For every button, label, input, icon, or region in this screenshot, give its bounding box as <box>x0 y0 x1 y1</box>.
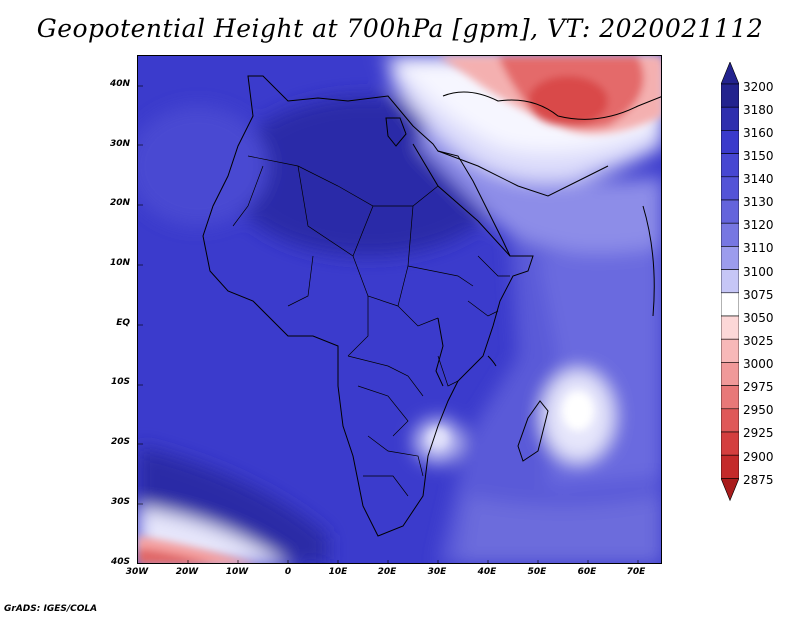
colorbar-label-2875: 2875 <box>743 473 774 487</box>
lon-label-70e: 70E <box>626 567 646 577</box>
colorbar-top-arrow <box>721 62 739 85</box>
lat-label-10s: 10S <box>110 377 130 387</box>
colorbar <box>721 62 739 502</box>
colorbar-cell <box>721 83 739 108</box>
lon-label-0: 0 <box>284 567 292 577</box>
country-borders <box>232 155 510 497</box>
colorbar-cells <box>721 62 739 502</box>
colorbar-cell <box>721 315 739 340</box>
graticule-ticks <box>138 85 639 563</box>
colorbar-label-3110: 3110 <box>743 241 774 255</box>
lat-label-30s: 30S <box>110 497 130 507</box>
lon-label-20w: 20W <box>175 567 199 577</box>
colorbar-label-3120: 3120 <box>743 218 774 232</box>
lon-label-20e: 20E <box>377 567 397 577</box>
colorbar-cell <box>721 153 739 178</box>
colorbar-cell <box>721 292 739 317</box>
lon-label-10w: 10W <box>225 567 249 577</box>
lon-label-60e: 60E <box>577 567 597 577</box>
colorbar-label-3025: 3025 <box>743 334 774 348</box>
colorbar-cell <box>721 246 739 270</box>
colorbar-cell <box>721 176 739 201</box>
colorbar-cell <box>721 130 739 154</box>
colorbar-label-3160: 3160 <box>743 126 774 140</box>
lat-label-10n: 10N <box>109 258 130 268</box>
colorbar-cell <box>721 431 739 456</box>
colorbar-label-3150: 3150 <box>743 149 774 163</box>
lat-label-20s: 20S <box>110 437 130 447</box>
colorbar-cell <box>721 362 739 386</box>
colorbar-cell <box>721 106 739 131</box>
colorbar-label-3000: 3000 <box>743 357 774 371</box>
chart-title: Geopotential Height at 700hPa [gpm], VT:… <box>36 14 764 43</box>
footer-credit: GrADS: IGES/COLA <box>4 604 98 614</box>
field-red-areas <box>138 56 661 563</box>
map-panel <box>137 55 662 564</box>
lon-label-30e: 30E <box>427 567 447 577</box>
lat-label-eq: EQ <box>116 318 130 328</box>
colorbar-cell <box>721 454 739 479</box>
colorbar-label-2900: 2900 <box>743 450 774 464</box>
colorbar-bottom-arrow <box>721 478 739 502</box>
lat-label-30n: 30N <box>109 139 130 149</box>
colorbar-cell <box>721 199 739 224</box>
lat-label-40s: 40S <box>110 557 130 567</box>
colorbar-label-3130: 3130 <box>743 195 774 209</box>
colorbar-cell <box>721 269 739 294</box>
colorbar-label-3140: 3140 <box>743 172 774 186</box>
colorbar-cell <box>721 222 739 247</box>
lat-label-40n: 40N <box>109 79 130 89</box>
colorbar-label-3075: 3075 <box>743 288 774 302</box>
colorbar-cell <box>721 385 739 410</box>
colorbar-cell <box>721 408 739 433</box>
lon-label-50e: 50E <box>527 567 547 577</box>
colorbar-label-2950: 2950 <box>743 403 774 417</box>
colorbar-label-3180: 3180 <box>743 103 774 117</box>
colorbar-label-2975: 2975 <box>743 380 774 394</box>
coastlines <box>202 75 661 537</box>
lon-label-10e: 10E <box>328 567 348 577</box>
lon-label-30w: 30W <box>125 567 149 577</box>
colorbar-label-2925: 2925 <box>743 426 774 440</box>
colorbar-label-3100: 3100 <box>743 265 774 279</box>
colorbar-label-3200: 3200 <box>743 80 774 94</box>
lon-label-40e: 40E <box>477 567 497 577</box>
height-field-map <box>138 56 661 563</box>
colorbar-cell <box>721 338 739 363</box>
colorbar-label-3050: 3050 <box>743 311 774 325</box>
lat-label-20n: 20N <box>109 198 130 208</box>
